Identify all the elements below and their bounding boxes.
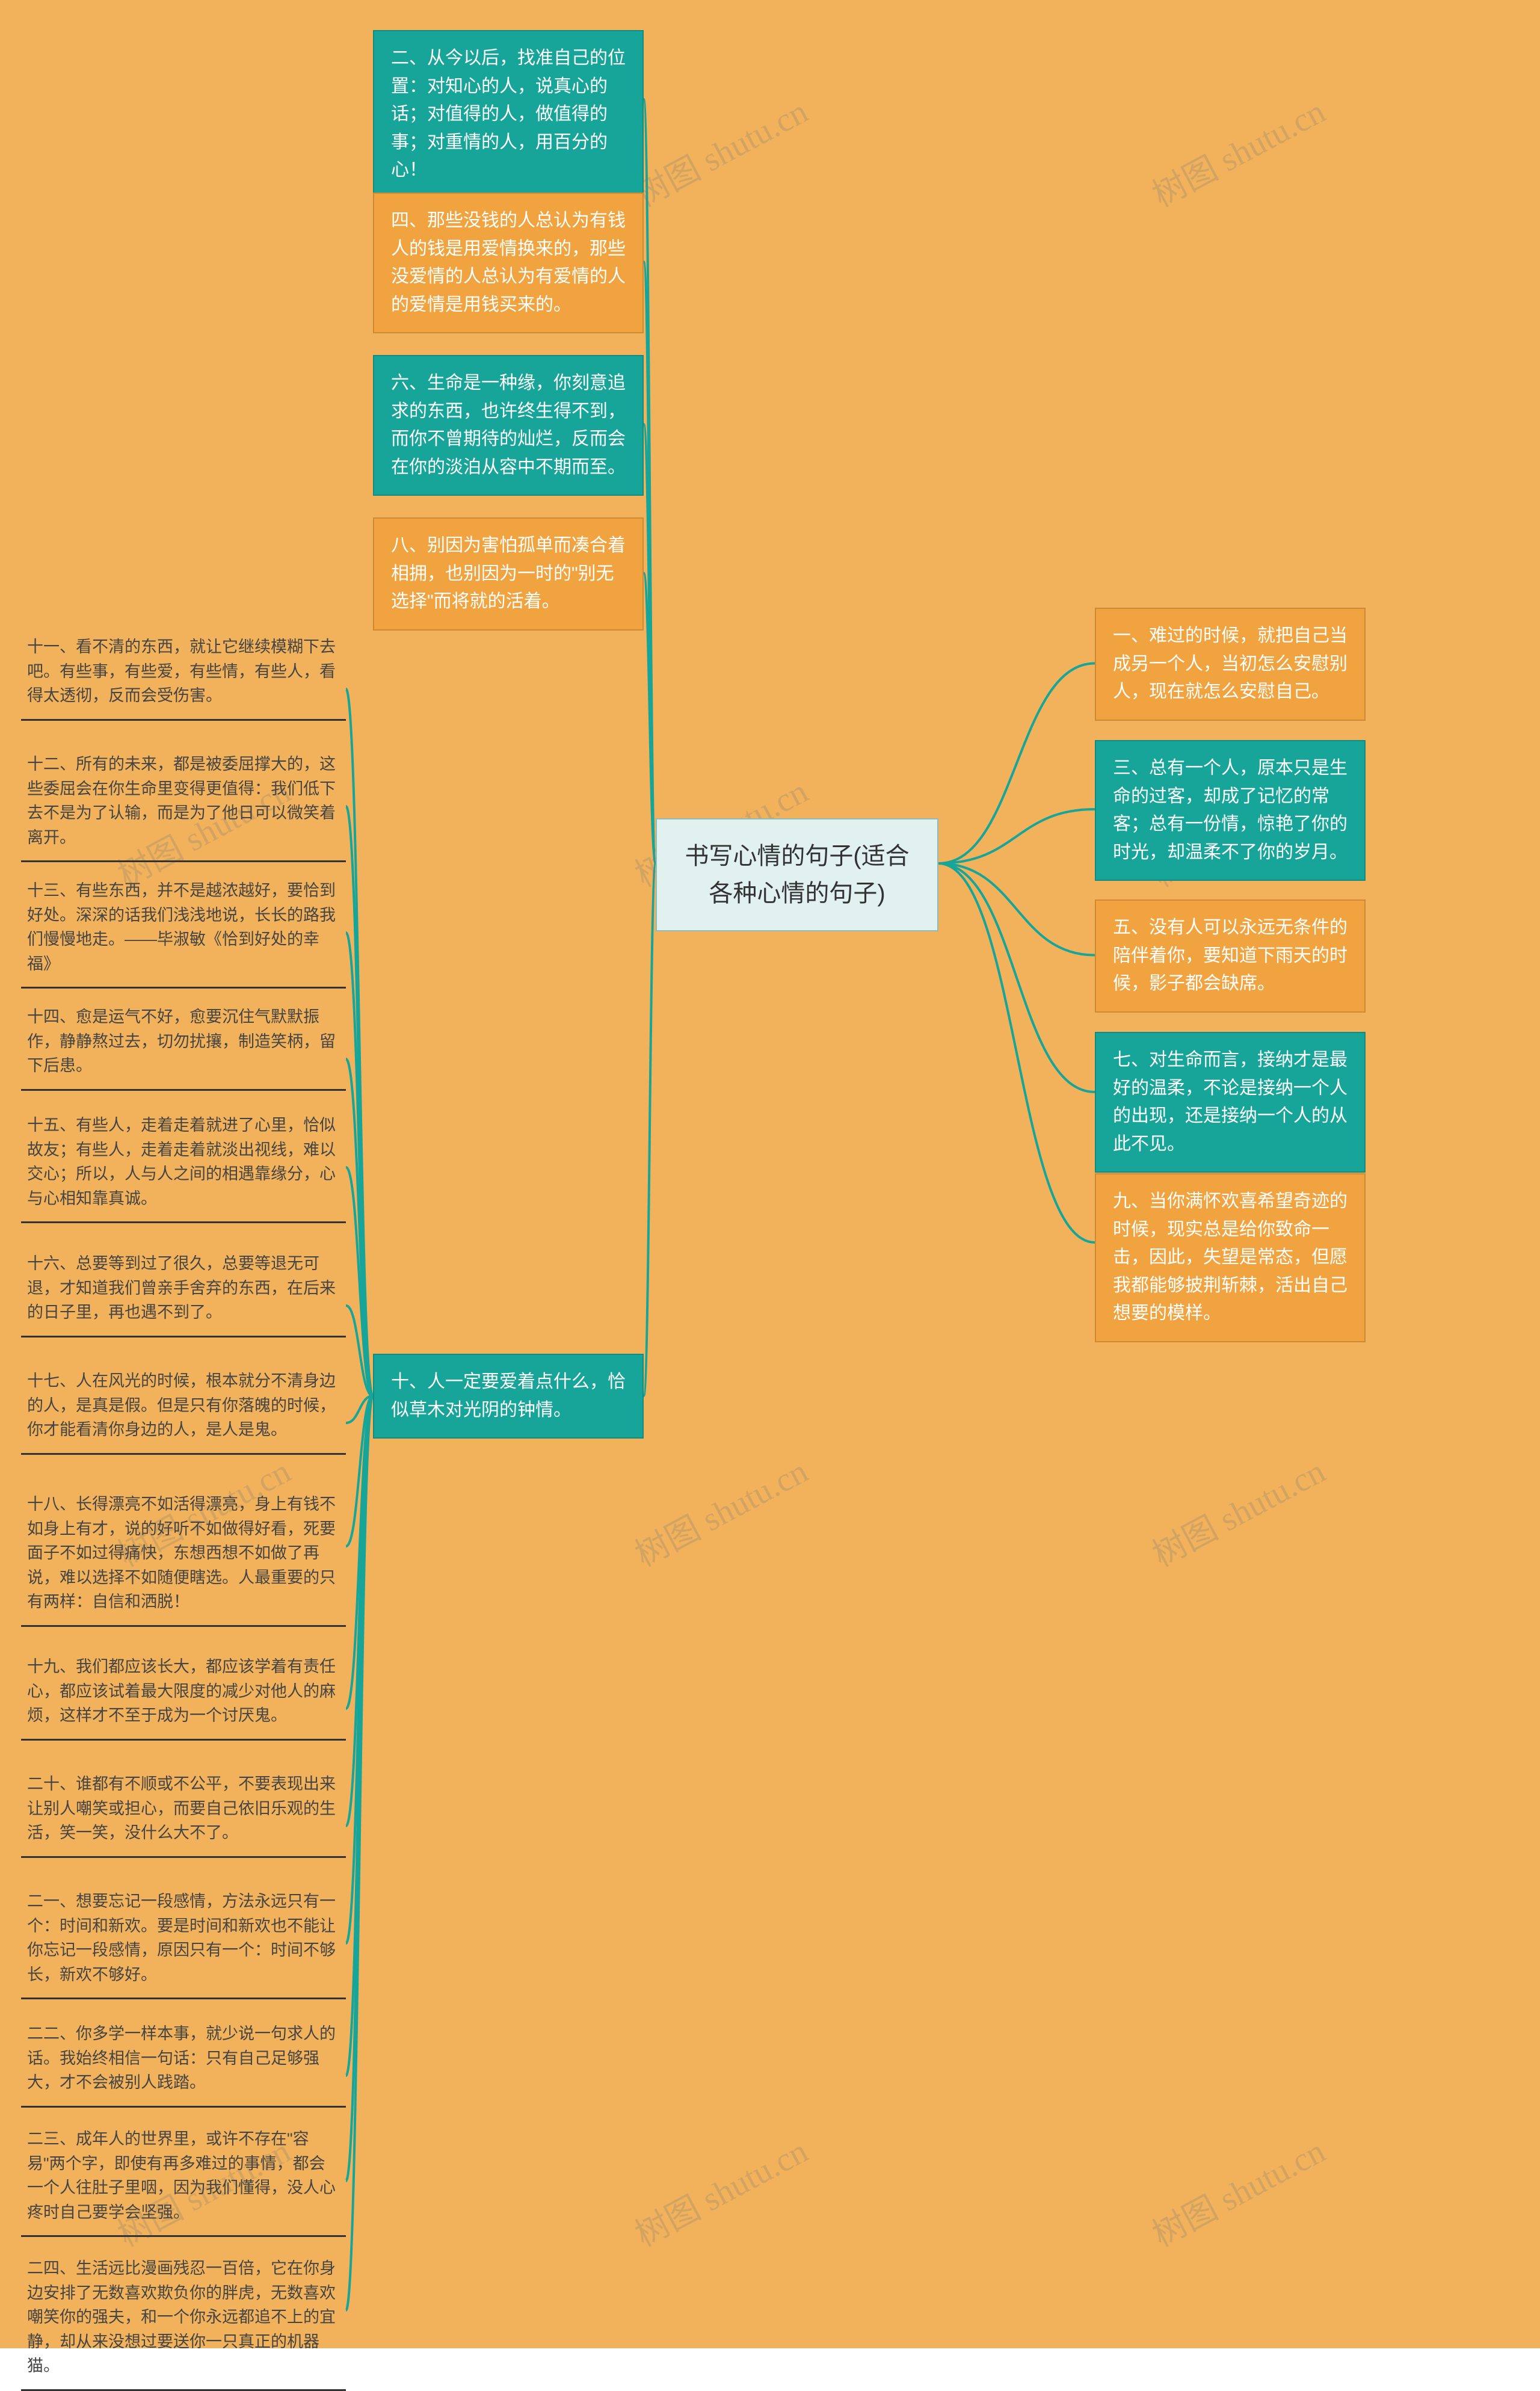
leaf-8: 十九、我们都应该长大，都应该学着有责任心，都应该试着最大限度的减少对他人的麻烦，… xyxy=(21,1655,346,1741)
leaf-6: 十七、人在风光的时候，根本就分不清身边的人，是真是假。但是只有你落魄的时候，你才… xyxy=(21,1369,346,1455)
left-branch-3: 八、别因为害怕孤单而凑合着相拥，也别因为一时的"别无选择"而将就的活着。 xyxy=(373,517,644,631)
mindmap-canvas: 树图 shutu.cn树图 shutu.cn树图 shutu.cn树图 shut… xyxy=(0,0,1540,2348)
leaf-2: 十三、有些东西，并不是越浓越好，要恰到好处。深深的话我们浅浅地说，长长的路我们慢… xyxy=(21,878,346,989)
leaf-1: 十二、所有的未来，都是被委屈撑大的，这些委屈会在你生命里变得更值得：我们低下去不… xyxy=(21,752,346,862)
leaf-13: 二四、生活远比漫画残忍一百倍，它在你身边安排了无数喜欢欺负你的胖虎，无数喜欢嘲笑… xyxy=(21,2256,346,2391)
leaf-5: 十六、总要等到过了很久，总要等退无可退，才知道我们曾亲手舍弃的东西，在后来的日子… xyxy=(21,1251,346,1337)
right-branch-2: 五、没有人可以永远无条件的陪伴着你，要知道下雨天的时候，影子都会缺席。 xyxy=(1095,899,1366,1013)
leaf-11: 二二、你多学一样本事，就少说一句求人的话。我始终相信一句话：只有自己足够强大，才… xyxy=(21,2022,346,2108)
leaf-4: 十五、有些人，走着走着就进了心里，恰似故友；有些人，走着走着就淡出视线，难以交心… xyxy=(21,1113,346,1223)
right-branch-4: 九、当你满怀欢喜希望奇迹的时候，现实总是给你致命一击，因此，失望是常态，但愿我都… xyxy=(1095,1173,1366,1342)
left-branch-4: 十、人一定要爱着点什么，恰似草木对光阴的钟情。 xyxy=(373,1354,644,1439)
leaf-9: 二十、谁都有不顺或不公平，不要表现出来让别人嘲笑或担心，而要自己依旧乐观的生活，… xyxy=(21,1772,346,1858)
right-branch-1: 三、总有一个人，原本只是生命的过客，却成了记忆的常客；总有一份情，惊艳了你的时光… xyxy=(1095,740,1366,881)
leaf-3: 十四、愈是运气不好，愈要沉住气默默振作，静静熬过去，切勿扰攘，制造笑柄，留下后患… xyxy=(21,1005,346,1091)
leaf-0: 十一、看不清的东西，就让它继续模糊下去吧。有些事，有些爱，有些情，有些人，看得太… xyxy=(21,635,346,721)
leaf-10: 二一、想要忘记一段感情，方法永远只有一个：时间和新欢。要是时间和新欢也不能让你忘… xyxy=(21,1889,346,1999)
right-branch-3: 七、对生命而言，接纳才是最好的温柔，不论是接纳一个人的出现，还是接纳一个人的从此… xyxy=(1095,1032,1366,1173)
center-node: 书写心情的句子(适合各种心情的句子) xyxy=(656,818,938,931)
right-branch-0: 一、难过的时候，就把自己当成另一个人，当初怎么安慰别人，现在就怎么安慰自己。 xyxy=(1095,608,1366,721)
left-branch-1: 四、那些没钱的人总认为有钱人的钱是用爱情换来的，那些没爱情的人总认为有爱情的人的… xyxy=(373,193,644,333)
leaf-12: 二三、成年人的世界里，或许不存在"容易"两个字，即使有再多难过的事情，都会一个人… xyxy=(21,2127,346,2237)
left-branch-2: 六、生命是一种缘，你刻意追求的东西，也许终生得不到，而你不曾期待的灿烂，反而会在… xyxy=(373,355,644,496)
leaf-7: 十八、长得漂亮不如活得漂亮，身上有钱不如身上有才，说的好听不如做得好看，死要面子… xyxy=(21,1492,346,1627)
left-branch-0: 二、从今以后，找准自己的位置：对知心的人，说真心的话；对值得的人，做值得的事；对… xyxy=(373,30,644,199)
